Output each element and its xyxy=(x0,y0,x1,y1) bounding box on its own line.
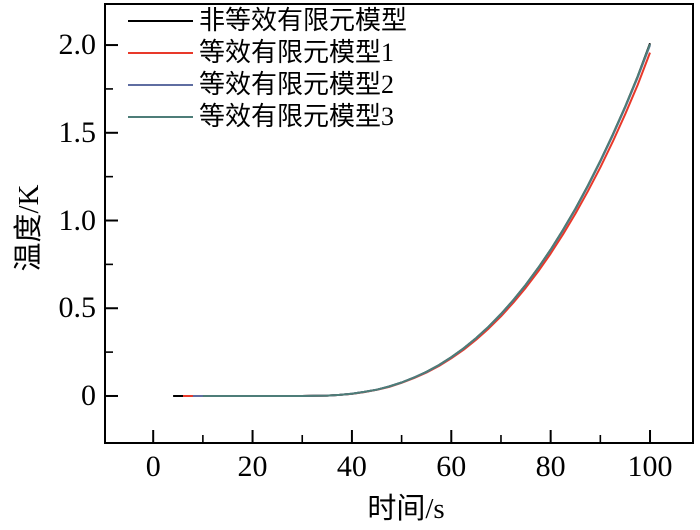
x-tick-label: 60 xyxy=(436,450,467,483)
legend: 非等效有限元模型 等效有限元模型1 等效有限元模型2 等效有限元模型3 xyxy=(128,5,407,133)
y-tick-label: 2.0 xyxy=(58,28,97,62)
axis-box xyxy=(104,3,694,444)
y-tick-label: 0 xyxy=(81,378,96,412)
legend-line-sample xyxy=(128,52,193,54)
legend-line-sample xyxy=(128,116,193,118)
legend-label: 非等效有限元模型 xyxy=(199,6,408,35)
legend-item: 等效有限元模型2 xyxy=(128,69,407,101)
legend-label: 等效有限元模型2 xyxy=(199,70,395,99)
y-tick-label: 0.5 xyxy=(58,291,97,325)
x-tick-label: 20 xyxy=(237,450,268,483)
legend-label: 等效有限元模型3 xyxy=(199,102,395,131)
legend-item: 等效有限元模型3 xyxy=(128,101,407,133)
legend-line-sample xyxy=(128,20,193,22)
legend-item: 等效有限元模型1 xyxy=(128,37,407,69)
x-axis-title: 时间/s xyxy=(367,493,445,525)
x-tick-label: 100 xyxy=(627,450,673,483)
y-tick-label: 1.5 xyxy=(58,115,97,149)
y-tick-label: 1.0 xyxy=(58,203,97,237)
x-tick-label: 0 xyxy=(145,450,161,483)
legend-item: 非等效有限元模型 xyxy=(128,5,407,37)
legend-label: 等效有限元模型1 xyxy=(199,38,395,67)
x-tick-label: 80 xyxy=(535,450,566,483)
series-line-3 xyxy=(202,43,651,397)
x-tick-label: 40 xyxy=(336,450,367,483)
y-axis-title: 温度/K xyxy=(13,184,45,272)
legend-line-sample xyxy=(128,84,193,86)
